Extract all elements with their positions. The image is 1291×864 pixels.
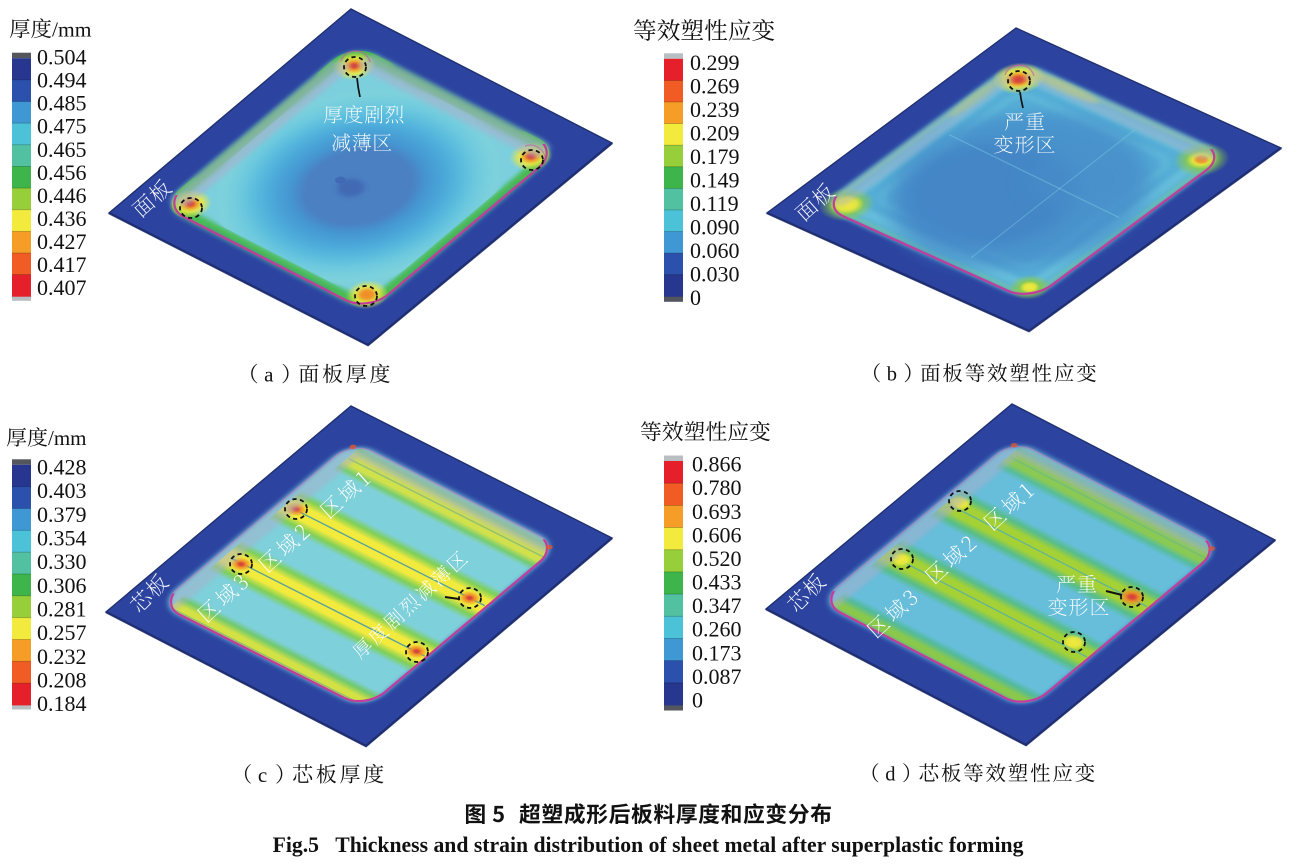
svg-text:0.239: 0.239 (690, 97, 740, 122)
svg-text:d: d (885, 764, 895, 786)
svg-text:0.407: 0.407 (37, 275, 87, 300)
svg-text:Fig.5 Thickness and strain d: Fig.5 Thickness and strain distribution … (273, 833, 1024, 857)
svg-text:0: 0 (692, 688, 703, 713)
svg-text:0.433: 0.433 (692, 570, 742, 595)
svg-text:0.417: 0.417 (37, 252, 87, 277)
svg-text:/mm: /mm (52, 18, 92, 42)
svg-text:0.494: 0.494 (37, 68, 87, 93)
svg-text:0.475: 0.475 (37, 114, 87, 139)
svg-text:0.403: 0.403 (37, 478, 87, 503)
svg-text:c: c (258, 763, 267, 787)
svg-text:/mm: /mm (48, 426, 87, 450)
svg-text:0.485: 0.485 (37, 91, 87, 116)
svg-text:0.436: 0.436 (37, 206, 87, 231)
svg-text:0.520: 0.520 (692, 546, 742, 571)
svg-text:0.208: 0.208 (37, 668, 87, 693)
svg-text:0.232: 0.232 (37, 644, 87, 669)
svg-text:0.428: 0.428 (37, 455, 87, 480)
svg-text:0.060: 0.060 (690, 238, 740, 263)
svg-text:0: 0 (690, 285, 701, 310)
svg-text:0.456: 0.456 (37, 160, 87, 185)
svg-text:0.693: 0.693 (692, 499, 742, 524)
svg-text:0.269: 0.269 (690, 73, 740, 98)
svg-text:0.504: 0.504 (37, 45, 87, 70)
svg-text:0.465: 0.465 (37, 137, 87, 162)
svg-text:0.090: 0.090 (690, 214, 740, 239)
svg-text:0.087: 0.087 (692, 664, 742, 689)
svg-text:0.173: 0.173 (692, 640, 742, 665)
svg-text:0.209: 0.209 (690, 120, 740, 145)
svg-text:0.330: 0.330 (37, 549, 87, 574)
svg-text:0.427: 0.427 (37, 229, 87, 254)
svg-text:0.179: 0.179 (690, 144, 740, 169)
svg-text:0.866: 0.866 (692, 452, 742, 477)
svg-text:0.260: 0.260 (692, 617, 742, 642)
svg-text:0.606: 0.606 (692, 522, 742, 547)
svg-text:0.149: 0.149 (690, 167, 740, 192)
svg-text:0.257: 0.257 (37, 620, 87, 645)
svg-text:0.299: 0.299 (690, 50, 740, 75)
svg-text:0.306: 0.306 (37, 573, 87, 598)
svg-text:0.347: 0.347 (692, 593, 742, 618)
svg-text:0.379: 0.379 (37, 502, 87, 527)
svg-text:0.184: 0.184 (37, 691, 87, 716)
svg-text:b: b (887, 364, 897, 386)
svg-text:0.030: 0.030 (690, 261, 740, 286)
svg-text:0.281: 0.281 (37, 597, 87, 622)
svg-text:0.446: 0.446 (37, 183, 87, 208)
svg-text:0.354: 0.354 (37, 526, 87, 551)
svg-text:a: a (264, 363, 274, 387)
svg-text:0.780: 0.780 (692, 475, 742, 500)
svg-text:0.119: 0.119 (690, 191, 739, 216)
